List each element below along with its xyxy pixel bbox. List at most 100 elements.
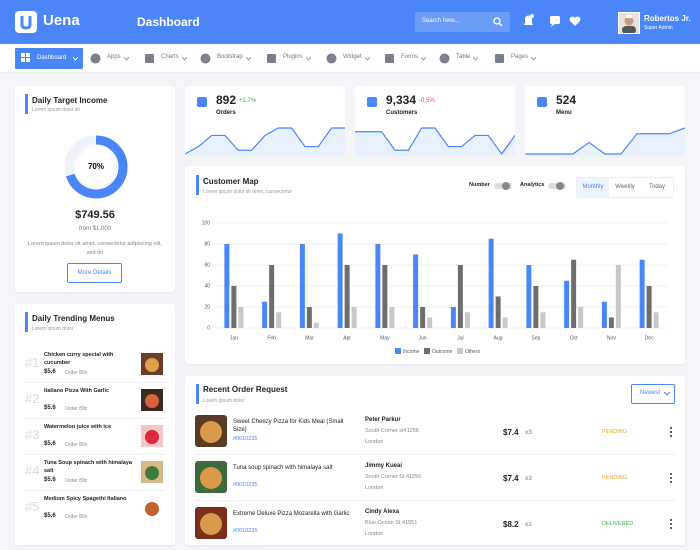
- x-tick-label: Aug: [494, 335, 503, 341]
- row-menu[interactable]: [669, 519, 673, 529]
- x-tick-label: Feb: [267, 335, 276, 341]
- nav-bar: Dashboard Apps Charts Bootstrap Plugins Widge…: [0, 44, 700, 73]
- stat-value: 9,334: [386, 93, 417, 107]
- menu-orders: Order 89x: [65, 514, 88, 520]
- nav-label[interactable]: Table: [456, 54, 471, 60]
- accent: [25, 94, 28, 114]
- stat-value: 524: [556, 93, 577, 107]
- bar: [646, 286, 652, 328]
- nav-icon: [200, 53, 211, 63]
- x-tick-label: Dec: [645, 335, 654, 341]
- legend-swatch: [395, 348, 401, 354]
- x-tick-label: Nov: [607, 335, 616, 341]
- header-icons[interactable]: [521, 13, 581, 29]
- menu-orders: Order 89x: [65, 370, 88, 376]
- bar-chart: 0 20 40 60 80 100 Jan Feb Mar Apr May Jun Jul Aug Sep O…: [202, 220, 668, 355]
- user-name: Robertos Jr.: [644, 14, 691, 23]
- legend-swatch: [424, 348, 430, 354]
- menu-rank: #3: [25, 427, 40, 442]
- customer-address: South Corner St.41256: [365, 474, 422, 480]
- toggle-label: Analytics: [520, 182, 545, 188]
- nav-label[interactable]: Widget: [343, 54, 362, 60]
- customer-city: London: [365, 439, 384, 445]
- toggle-switch[interactable]: [548, 182, 567, 190]
- x-tick-label: Jul: [457, 335, 463, 341]
- tab[interactable]: Today: [648, 184, 665, 190]
- bar: [457, 265, 463, 328]
- order-qty: x3: [525, 475, 532, 482]
- bar: [344, 265, 350, 328]
- sort-button[interactable]: Newest: [631, 384, 675, 404]
- nav-label[interactable]: Charts: [161, 54, 179, 60]
- menu-price: $5.6: [44, 513, 56, 519]
- icon-part: [21, 58, 25, 62]
- bar: [533, 286, 539, 328]
- icon-shape: [326, 53, 337, 63]
- chevron-path: [123, 56, 129, 61]
- nav-label[interactable]: Forms: [401, 54, 418, 60]
- toggle-knob: [556, 182, 565, 190]
- image-food: [145, 394, 159, 408]
- menu-rank: #4: [25, 463, 40, 478]
- bar: [389, 307, 395, 328]
- x-tick-label: Jan: [230, 335, 238, 341]
- order-id: #0010235: [233, 436, 258, 442]
- nav-icon: [385, 53, 394, 63]
- y-tick-label: 100: [202, 220, 211, 226]
- nav-label[interactable]: Plugins: [283, 54, 303, 60]
- nav-icon: [90, 53, 101, 63]
- order-price: $7.4: [503, 474, 519, 483]
- order-qty: x3: [525, 429, 532, 436]
- card-title: Daily Trending Menus: [32, 314, 115, 323]
- bar: [299, 244, 305, 328]
- nav-item-active[interactable]: Dashboard: [15, 48, 83, 69]
- separator: [25, 382, 165, 383]
- nav-label[interactable]: Apps: [107, 54, 121, 60]
- bar: [231, 286, 237, 328]
- more-details-button[interactable]: More Details: [67, 263, 122, 283]
- dot: [670, 431, 672, 433]
- toggle-switch[interactable]: [493, 182, 512, 190]
- x-tick-label: Jun: [419, 335, 427, 341]
- bar: [608, 317, 614, 328]
- bar: [450, 307, 456, 328]
- nav-label[interactable]: Bootstrap: [217, 54, 243, 60]
- menu-image: [141, 425, 163, 447]
- legend-swatch: [457, 348, 463, 354]
- legend-label: Others: [465, 349, 481, 355]
- order-image: [195, 507, 227, 539]
- nav-icon: [145, 53, 154, 63]
- x-tick-label: Mar: [305, 335, 314, 341]
- tab[interactable]: Monthly: [577, 178, 609, 197]
- image-food: [145, 466, 159, 480]
- sparkline: [525, 127, 685, 156]
- avatar[interactable]: [618, 12, 640, 34]
- icon-shape: [495, 53, 504, 63]
- donut-inner: [74, 145, 118, 189]
- bar: [420, 307, 426, 328]
- image-food: [145, 358, 159, 372]
- dot: [670, 527, 672, 529]
- row-menu[interactable]: [669, 473, 673, 483]
- bar: [578, 307, 584, 328]
- bar: [526, 265, 532, 328]
- separator: [195, 500, 675, 501]
- bar: [488, 238, 494, 328]
- bar: [427, 317, 433, 328]
- icon-shape: [200, 53, 211, 63]
- search-box[interactable]: Search here...: [415, 12, 510, 32]
- chevron: [181, 56, 187, 61]
- nav-label[interactable]: Pages: [511, 54, 529, 60]
- tab[interactable]: Weekly: [615, 184, 635, 190]
- logo-text: Uena: [43, 12, 80, 29]
- menu-name: Chicken curry special with cucumber: [44, 352, 114, 366]
- sort-label: Newest: [640, 390, 661, 396]
- separator: [195, 454, 675, 455]
- x-tick-label: Oct: [570, 335, 578, 341]
- y-tick-label: 80: [204, 241, 210, 247]
- row-menu[interactable]: [669, 427, 673, 437]
- bar: [653, 312, 659, 328]
- sparkline-area: [185, 128, 345, 156]
- order-name: Tuna soup spinach with himalaya salt: [233, 465, 333, 471]
- dot: [670, 477, 672, 479]
